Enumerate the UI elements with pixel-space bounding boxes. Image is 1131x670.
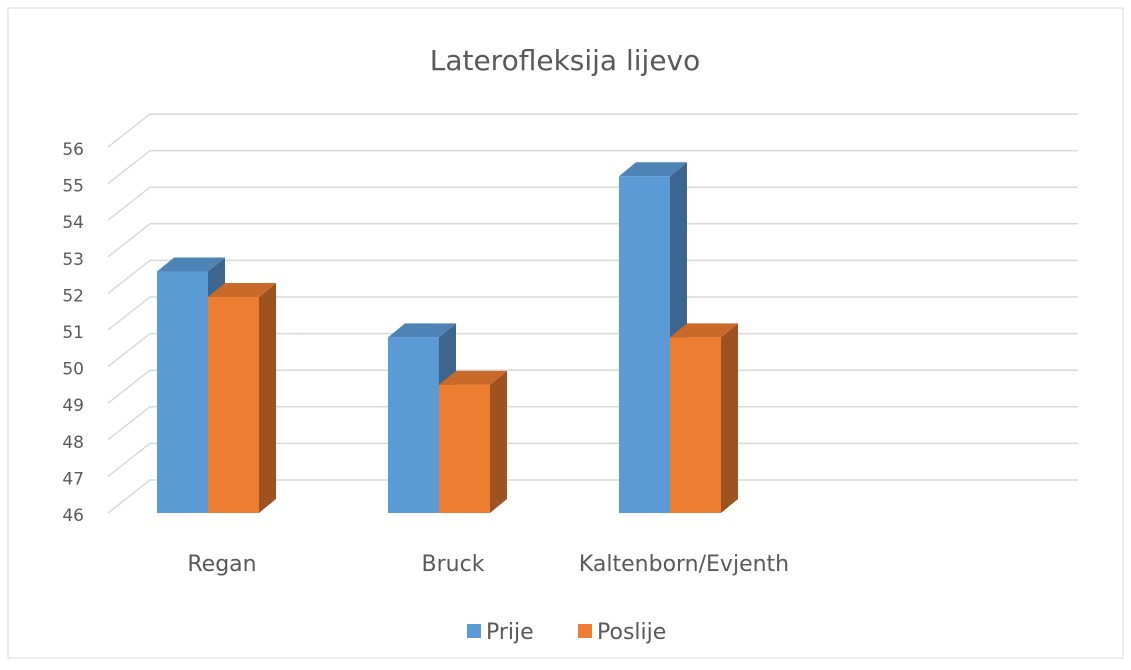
grid-line [107,149,1078,185]
y-tick-label: 47 [62,469,84,489]
bar-top [670,323,738,338]
y-tick-label: 53 [62,250,84,270]
grid-line [107,223,1078,258]
y-tick-label: 46 [62,506,84,526]
legend-label: Prije [486,620,534,645]
grid-line [107,113,1078,148]
grid-line [107,259,1078,294]
bar-top [388,323,456,338]
bar-top [439,370,507,385]
bar-side [259,283,276,513]
grid-line [107,332,1078,368]
bar-front [157,271,208,513]
bar-top [208,283,276,298]
x-tick-label: Bruck [422,552,485,577]
y-tick-label: 56 [62,140,84,160]
grid-line [107,442,1078,477]
bar-side [490,370,507,513]
y-tick-label: 50 [62,360,84,380]
bar-front [619,176,670,513]
y-tick-label: 52 [62,286,84,306]
legend-swatch [578,624,592,638]
bar-side [721,323,738,513]
legend-swatch [467,624,481,638]
y-tick-label: 49 [62,396,84,416]
x-tick-label: Regan [187,552,256,577]
grid-line [107,479,1078,514]
bar-front [208,297,259,513]
grid-line [107,406,1078,441]
bar-front [388,337,439,513]
bar [439,370,507,513]
bar-top [619,162,687,177]
y-tick-label: 55 [62,177,84,197]
grid-line [107,296,1078,331]
bar [208,283,276,513]
x-tick-label: Kaltenborn/Evjenth [579,552,789,577]
bar [670,323,738,513]
y-tick-label: 51 [62,323,84,343]
grid-line [107,186,1078,221]
legend-label: Poslije [597,620,666,645]
y-tick-label: 48 [62,433,84,453]
y-tick-label: 54 [62,213,84,233]
bar-front [439,384,490,513]
bar-top [157,257,225,272]
chart-title: Laterofleksija lijevo [430,44,701,77]
grid-line [107,369,1078,404]
bar-front [670,337,721,513]
